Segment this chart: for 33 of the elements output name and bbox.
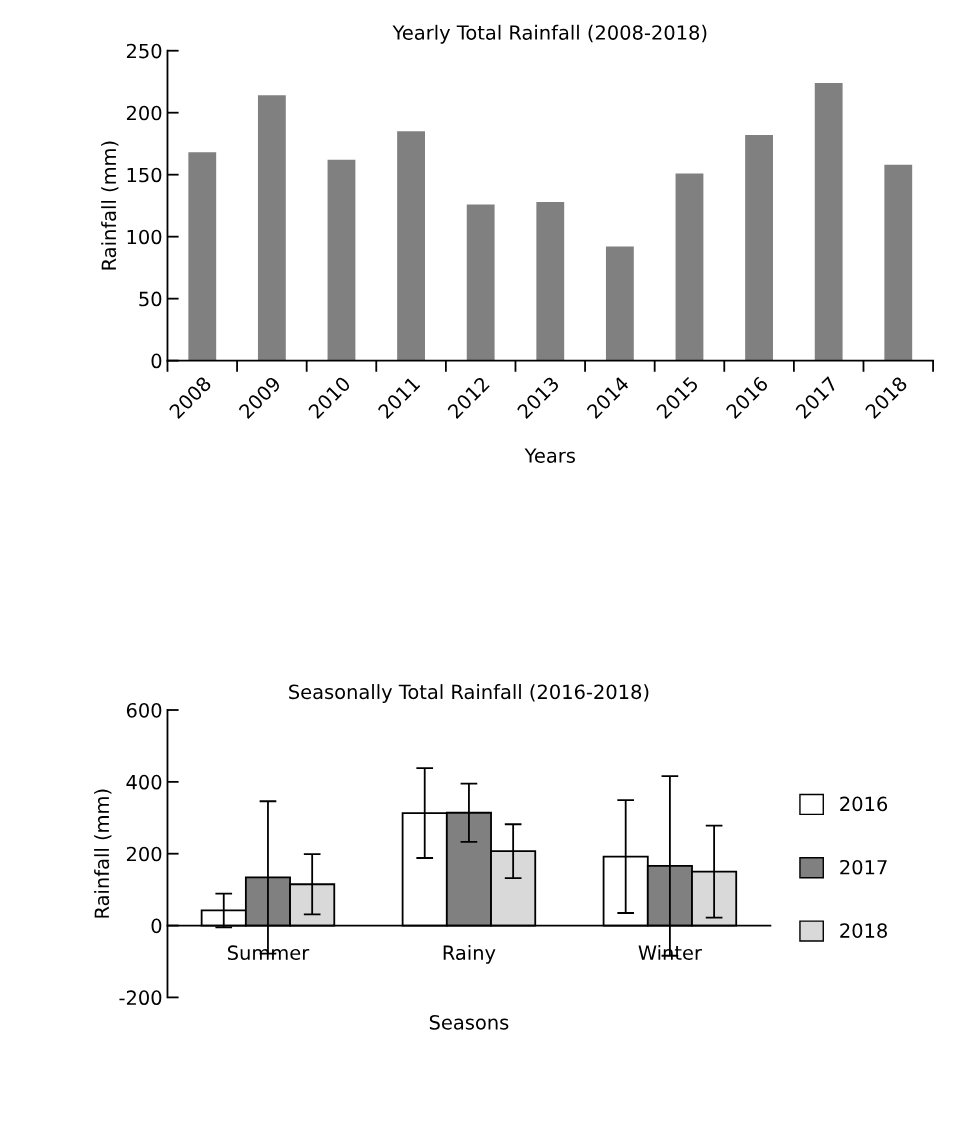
- y-tick-label: 400: [126, 774, 162, 790]
- y-axis-title: Rainfall (mm): [101, 141, 119, 270]
- bar: [327, 159, 356, 361]
- legend-label: 2016: [840, 796, 888, 812]
- legend-label: 2017: [840, 859, 887, 875]
- bar: [397, 131, 425, 361]
- bar: [745, 135, 773, 361]
- x-tick-label: Rainy: [443, 944, 496, 964]
- y-tick-label: 200: [126, 846, 162, 862]
- bar: [257, 95, 286, 361]
- bar: [466, 204, 495, 361]
- y-tick-label: 100: [127, 229, 162, 245]
- bar: [814, 82, 843, 361]
- x-axis-title: Seasons: [429, 1014, 509, 1030]
- y-tick-label: 200: [126, 105, 162, 121]
- y-tick-label: 600: [126, 702, 162, 718]
- bar: [884, 164, 913, 361]
- y-tick-label: 50: [139, 291, 162, 307]
- bar: [188, 152, 217, 361]
- bar: [605, 246, 634, 361]
- x-axis-title: Years: [524, 448, 575, 463]
- y-tick-label: -200: [119, 990, 162, 1006]
- chart-title: Seasonally Total Rainfall (2016-2018): [289, 684, 649, 703]
- bar: [536, 201, 565, 361]
- y-tick-label: 150: [127, 167, 162, 183]
- x-tick-label: Summer: [227, 945, 310, 961]
- legend-label: 2018: [840, 923, 887, 938]
- bar: [675, 173, 704, 361]
- y-tick-label: 0: [151, 353, 162, 369]
- y-tick-label: 250: [126, 43, 162, 59]
- chart-title: Yearly Total Rainfall (2008-2018): [392, 24, 707, 44]
- y-tick-label: 0: [151, 918, 162, 934]
- y-axis-title: Rainfall (mm): [94, 789, 112, 918]
